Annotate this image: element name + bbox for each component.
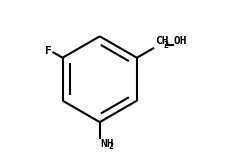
Text: OH: OH (174, 36, 187, 46)
Text: NH: NH (101, 139, 114, 149)
Text: 2: 2 (164, 41, 169, 50)
Text: CH: CH (155, 36, 168, 46)
Text: F: F (45, 46, 52, 56)
Text: 2: 2 (108, 142, 113, 151)
